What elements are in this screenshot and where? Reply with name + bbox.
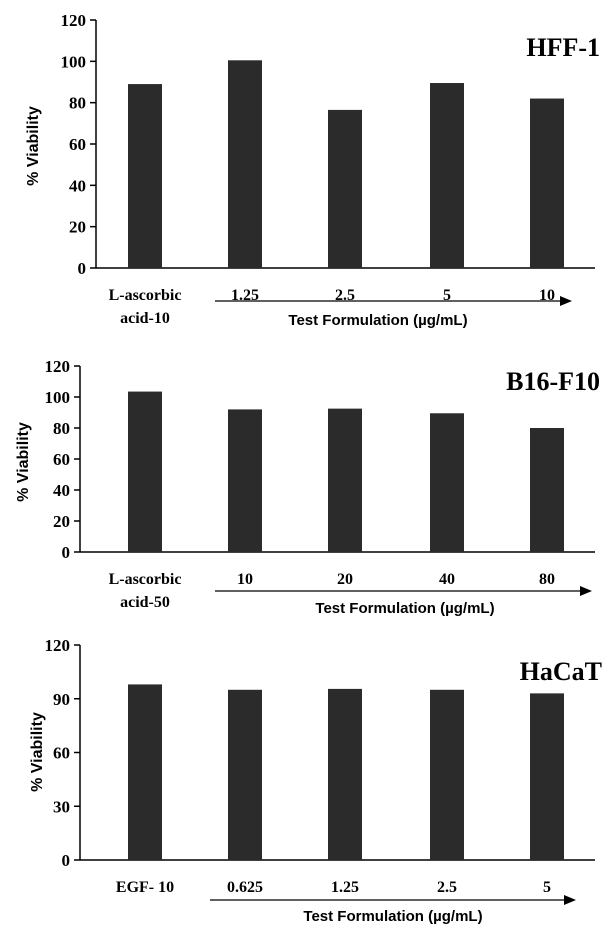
category-label: 80 xyxy=(539,571,555,588)
x-axis-label: Test Formulation (µg/mL) xyxy=(315,600,494,617)
y-tick-label: 40 xyxy=(69,176,86,195)
category-label: 2.5 xyxy=(335,287,355,304)
bar-5 xyxy=(530,428,564,552)
category-label: 40 xyxy=(439,571,455,588)
y-tick-label: 100 xyxy=(61,52,87,71)
category-label: 0.625 xyxy=(227,879,263,896)
y-tick-label: 120 xyxy=(45,357,71,376)
bar-1 xyxy=(128,84,162,268)
y-tick-label: 60 xyxy=(53,450,70,469)
bar-2 xyxy=(228,60,262,268)
arrow-head-icon xyxy=(564,895,576,905)
bar-4 xyxy=(430,689,464,860)
y-tick-label: 60 xyxy=(69,135,86,154)
y-tick-label: 60 xyxy=(53,744,70,763)
category-label: L-ascorbic acid-10 xyxy=(109,287,182,327)
chart-panel-1: 0 20 40 60 80 100 120 L-ascorbic acid-10 1.25 2.5 5… xyxy=(25,11,600,329)
y-tick-label: 40 xyxy=(53,481,70,500)
chart-panel-3: 0 30 60 90 120 EGF- 10 0.625 1.25 2.5 5 Test Formu… xyxy=(29,636,602,925)
y-tick-label: 80 xyxy=(53,419,70,438)
bar-2 xyxy=(228,409,262,552)
x-axis-label: Test Formulation (µg/mL) xyxy=(288,312,467,329)
bar-1 xyxy=(128,391,162,552)
y-tick-label: 0 xyxy=(62,543,71,562)
category-label: 1.25 xyxy=(231,287,259,304)
category-label: 2.5 xyxy=(437,879,457,896)
bar-3 xyxy=(328,109,362,269)
panel-title: HFF-1 xyxy=(526,33,600,62)
category-label: 5 xyxy=(443,287,451,304)
category-label: 5 xyxy=(543,879,551,896)
bar-5 xyxy=(530,98,564,269)
y-tick-label: 20 xyxy=(69,218,86,237)
category-label: L-ascorbic acid-50 xyxy=(109,571,182,611)
y-tick-label: 30 xyxy=(53,797,70,816)
arrow-head-icon xyxy=(580,586,592,596)
bar-4 xyxy=(430,413,464,552)
bar-5 xyxy=(530,693,564,860)
category-label: EGF- 10 xyxy=(116,879,174,896)
bar-1 xyxy=(128,684,162,860)
y-tick-label: 100 xyxy=(45,388,71,407)
category-label: 10 xyxy=(539,287,555,304)
y-tick-label: 120 xyxy=(45,636,71,655)
bar-3 xyxy=(328,688,362,860)
y-tick-label: 90 xyxy=(53,690,70,709)
y-axis-label: % Viability xyxy=(25,106,42,186)
bar-3 xyxy=(328,408,362,552)
y-axis-label: % Viability xyxy=(29,712,46,792)
bar-4 xyxy=(430,83,464,269)
bar-2 xyxy=(228,689,262,860)
y-tick-label: 0 xyxy=(78,259,87,278)
chart-panel-2: 0 20 40 60 80 100 120 L-ascorbic acid-50 10 20 40 80… xyxy=(15,357,600,617)
panel-title: B16-F10 xyxy=(506,367,600,396)
category-label: 1.25 xyxy=(331,879,359,896)
category-label: 20 xyxy=(337,571,353,588)
y-tick-label: 20 xyxy=(53,512,70,531)
x-axis-label: Test Formulation (µg/mL) xyxy=(303,908,482,925)
y-tick-label: 80 xyxy=(69,94,86,113)
y-tick-label: 0 xyxy=(62,851,71,870)
arrow-head-icon xyxy=(560,296,572,306)
panel-title: HaCaT xyxy=(520,657,602,686)
category-label: 10 xyxy=(237,571,253,588)
y-axis-label: % Viability xyxy=(15,422,32,502)
y-tick-label: 120 xyxy=(61,11,87,30)
